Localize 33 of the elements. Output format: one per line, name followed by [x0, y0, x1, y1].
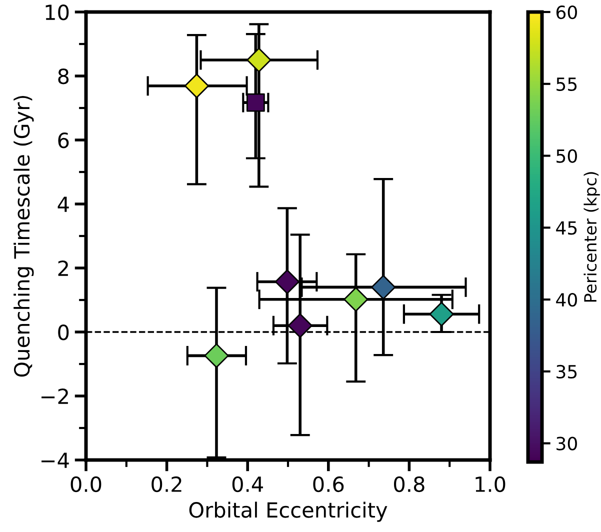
y-tick-label: 10 — [46, 4, 69, 20]
color-bar-label: 35 — [556, 364, 577, 379]
y-tick-label: 4 — [58, 196, 69, 212]
point — [274, 269, 300, 294]
color-bar-label: 45 — [556, 221, 577, 235]
y-tick-label: 2 — [58, 260, 68, 276]
y-tick-label: 6 — [58, 132, 69, 148]
y-axis-title: Quenching Timescale (Gyr) — [14, 96, 34, 377]
y-tick-label: 0 — [58, 324, 69, 340]
x-tick-label: 1.0 — [476, 476, 506, 492]
point — [344, 287, 368, 312]
x-tick-label: 0.8 — [394, 476, 424, 492]
color-bar-label: 60 — [556, 5, 577, 20]
y-tick-label: 8 — [58, 68, 69, 84]
point — [429, 302, 454, 326]
x-tick-label: 0.0 — [70, 476, 102, 492]
x-tick-label: 0.2 — [152, 476, 182, 492]
x-axis-title: Orbital Eccentricity — [189, 502, 388, 522]
color-bar-label: 30 — [556, 436, 577, 450]
point — [184, 74, 210, 98]
point — [288, 313, 312, 338]
color-bar-title: Pericenter (kpc) — [584, 172, 600, 302]
point — [371, 274, 396, 300]
color-bar-label: 50 — [556, 149, 577, 163]
color-bar-label: 55 — [556, 78, 577, 91]
color-bar-label: 40 — [556, 293, 577, 307]
point — [204, 343, 229, 368]
y-tick-label: −4 — [42, 452, 69, 468]
point — [246, 93, 265, 112]
y-tick-label: −2 — [42, 388, 68, 404]
x-tick-label: 0.4 — [232, 476, 263, 492]
point — [246, 48, 272, 72]
x-tick-label: 0.6 — [313, 476, 344, 492]
